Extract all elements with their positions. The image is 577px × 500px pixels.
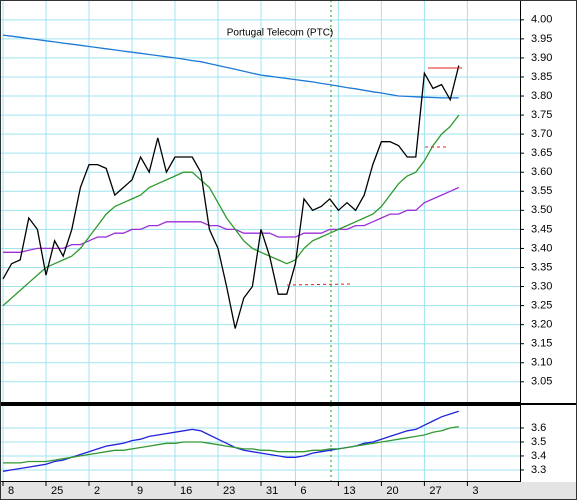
x-tick-label: 3 [472, 485, 478, 497]
x-tick-label: 31 [266, 485, 278, 497]
y-tick-label: 3.15 [531, 338, 552, 350]
y-tick-label: 3.95 [531, 33, 552, 45]
x-tick-label: 16 [180, 485, 192, 497]
y-tick-label: 3.05 [531, 376, 552, 388]
x-tick-label: 13 [343, 485, 355, 497]
series-line [3, 425, 459, 464]
series-line [3, 186, 460, 253]
y-tick-label: 3.80 [531, 90, 552, 102]
x-axis-strip [0, 482, 577, 500]
y-tick-label: 3.10 [531, 357, 552, 369]
series-layer [2, 34, 460, 472]
series-line [2, 34, 459, 99]
y-tick-label: 3.45 [531, 223, 552, 235]
grid-layer [0, 0, 520, 481]
y-tick-label: 3.60 [531, 166, 552, 178]
series-line [2, 114, 460, 307]
y-tick-label: 3.3 [531, 464, 546, 476]
y-tick-label: 3.75 [531, 109, 552, 121]
y-tick-label: 3.70 [531, 128, 552, 140]
y-tick-label: 3.30 [531, 280, 552, 292]
x-tick-label: 9 [137, 485, 143, 497]
x-tick-label: 2 [94, 485, 100, 497]
y-tick-label: 3.4 [531, 450, 546, 462]
y-tick-label: 3.50 [531, 204, 552, 216]
x-tick-label: 20 [386, 485, 398, 497]
x-tick-label: 23 [223, 485, 235, 497]
y-tick-label: 3.90 [531, 52, 552, 64]
y-tick-label: 3.20 [531, 319, 552, 331]
y-tick-label: 3.6 [531, 422, 546, 434]
x-tick-label: 27 [429, 485, 441, 497]
y-tick-label: 3.5 [531, 436, 546, 448]
x-tick-label: 25 [51, 485, 63, 497]
y-tick-label: 3.55 [531, 185, 552, 197]
y-tick-label: 3.65 [531, 147, 552, 159]
x-tick-label: 8 [8, 485, 14, 497]
label-layer: 8 25 2 9 16 23 31 6 13 20 27 3 3.05 3.10 3.15 3.20 3.25 3… [2, 14, 552, 497]
support-line [286, 283, 351, 286]
series-line [2, 65, 460, 329]
y-tick-label: 3.35 [531, 261, 552, 273]
y-tick-label: 3.40 [531, 242, 552, 254]
chart-title: Portugal Telecom (PTC) [227, 28, 334, 39]
x-tick-label: 6 [300, 485, 306, 497]
y-tick-label: 4.00 [531, 14, 552, 26]
y-tick-label: 3.85 [531, 71, 552, 83]
series-line [2, 410, 460, 472]
y-tick-label: 3.25 [531, 300, 552, 312]
